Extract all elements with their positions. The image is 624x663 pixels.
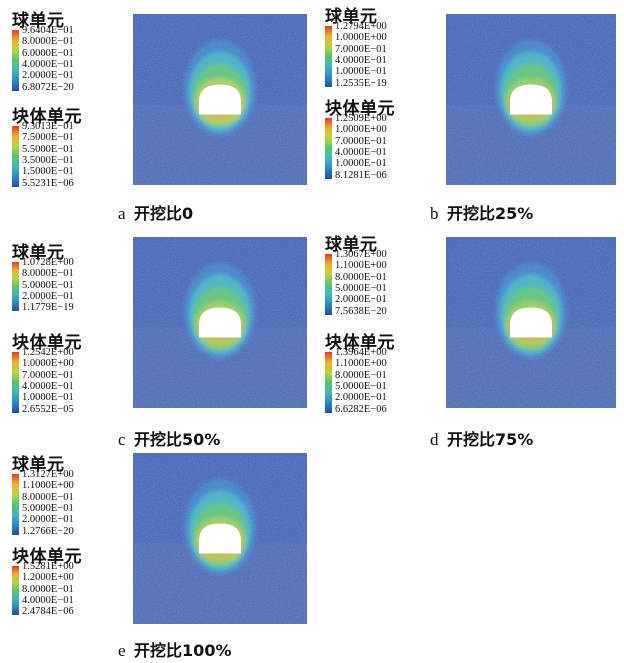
- tunnel-opening: [199, 524, 241, 554]
- colorbar-tick-label: 9.6404E−01: [22, 26, 74, 37]
- colorbar-tick-label: 1.2542E+00: [22, 348, 74, 359]
- colorbar-tick-label: 1.5281E+00: [22, 562, 74, 573]
- colorbar-tick-label: 7.0000E−01: [335, 137, 387, 148]
- caption-title: 开挖比50%: [134, 430, 220, 449]
- tunnel-opening: [510, 308, 552, 338]
- panel-caption: b 开挖比25%: [430, 200, 533, 224]
- contour-plot: [133, 237, 307, 408]
- tunnel-opening: [199, 85, 241, 115]
- caption-letter: c: [118, 430, 126, 449]
- colorbar-tick-label: 1.2535E−19: [335, 79, 387, 90]
- colorbar-tick-label: 1.0000E+00: [335, 33, 387, 44]
- panel-caption: a 开挖比0: [118, 200, 193, 224]
- colorbar-tick-label: 1.3964E+00: [335, 348, 387, 359]
- colorbar-tick-label: 8.0000E−01: [22, 585, 74, 596]
- colorbar-tick-label: 1.2000E+00: [22, 573, 74, 584]
- colorbar: [12, 474, 19, 535]
- colorbar-tick-label: 2.0000E−01: [335, 393, 387, 404]
- colorbar: [12, 566, 19, 615]
- caption-letter: d: [430, 430, 439, 449]
- colorbar: [325, 254, 332, 315]
- colorbar-tick-label: 2.0000E−01: [22, 515, 74, 526]
- colorbar-tick-label: 4.0000E−01: [335, 148, 387, 159]
- contour-plot: [446, 237, 616, 408]
- colorbar-tick-label: 1.1779E−19: [22, 303, 74, 314]
- colorbar-tick-label: 8.0000E−01: [335, 273, 387, 284]
- colorbar-tick-label: 7.5638E−20: [335, 307, 387, 318]
- colorbar-tick-label: 8.1281E−06: [335, 171, 387, 182]
- colorbar-tick-label: 4.0000E−01: [22, 60, 74, 71]
- caption-title: 开挖比75%: [447, 430, 533, 449]
- colorbar: [325, 118, 332, 179]
- contour-plot: [446, 14, 616, 185]
- colorbar-tick-label: 1.2766E−20: [22, 527, 74, 538]
- colorbar: [12, 30, 19, 91]
- caption-title: 开挖比100%: [134, 641, 231, 660]
- colorbar-tick-label: 7.5000E−01: [22, 133, 74, 144]
- colorbar-tick-label: 7.0000E−01: [22, 371, 74, 382]
- colorbar-tick-label: 2.6552E−05: [22, 405, 74, 416]
- colorbar-tick-label: 3.5000E−01: [22, 156, 74, 167]
- colorbar-tick-label: 8.0000E−01: [22, 37, 74, 48]
- colorbar-tick-label: 1.3067E+00: [335, 250, 387, 261]
- colorbar: [12, 352, 19, 413]
- colorbar-tick-label: 1.0728E+00: [22, 258, 74, 269]
- colorbar-tick-label: 2.0000E−01: [22, 292, 74, 303]
- colorbar-tick-label: 8.0000E−01: [22, 493, 74, 504]
- caption-letter: b: [430, 204, 439, 223]
- caption-title: 开挖比0: [134, 204, 193, 223]
- colorbar-tick-label: 1.0000E+00: [22, 359, 74, 370]
- caption-title: 开挖比25%: [447, 204, 533, 223]
- colorbar-tick-label: 5.0000E−01: [335, 284, 387, 295]
- colorbar-tick-label: 2.4784E−06: [22, 607, 74, 618]
- colorbar-tick-label: 8.0000E−01: [22, 269, 74, 280]
- colorbar-tick-label: 1.0000E+00: [335, 125, 387, 136]
- colorbar-tick-label: 5.0000E−01: [335, 382, 387, 393]
- colorbar-tick-label: 1.1000E+00: [335, 359, 387, 370]
- caption-letter: e: [118, 641, 126, 660]
- colorbar-tick-label: 1.0000E−01: [335, 67, 387, 78]
- colorbar-tick-label: 1.1000E+00: [22, 481, 74, 492]
- colorbar: [12, 262, 19, 311]
- tunnel-opening: [199, 308, 241, 338]
- colorbar-tick-label: 1.0000E−01: [22, 393, 74, 404]
- colorbar-tick-label: 6.0000E−01: [22, 49, 74, 60]
- colorbar-tick-label: 7.0000E−01: [335, 45, 387, 56]
- colorbar-tick-label: 1.5000E−01: [22, 167, 74, 178]
- colorbar-tick-label: 1.0000E−01: [335, 159, 387, 170]
- colorbar-tick-label: 8.0000E−01: [335, 371, 387, 382]
- colorbar-tick-label: 4.0000E−01: [22, 596, 74, 607]
- colorbar-tick-label: 2.0000E−01: [335, 295, 387, 306]
- colorbar-tick-label: 5.5231E−06: [22, 179, 74, 190]
- contour-plot: [133, 453, 307, 624]
- colorbar-tick-label: 1.2794E+00: [335, 22, 387, 33]
- colorbar-tick-label: 6.6282E−06: [335, 405, 387, 416]
- colorbar: [325, 352, 332, 413]
- panel-caption: c 开挖比50%: [118, 426, 220, 450]
- caption-letter: a: [118, 204, 126, 223]
- colorbar-tick-label: 1.2509E+00: [335, 114, 387, 125]
- colorbar-tick-label: 4.0000E−01: [335, 56, 387, 67]
- tunnel-opening: [510, 85, 552, 115]
- colorbar-tick-label: 5.5000E−01: [22, 145, 74, 156]
- colorbar-tick-label: 9.3013E−01: [22, 122, 74, 133]
- colorbar-tick-label: 6.8072E−20: [22, 83, 74, 94]
- colorbar-tick-label: 4.0000E−01: [22, 382, 74, 393]
- panel-caption: e 开挖比100%: [118, 637, 231, 661]
- colorbar-tick-label: 1.3127E+00: [22, 470, 74, 481]
- contour-plot: [133, 14, 307, 185]
- panel-caption: d 开挖比75%: [430, 426, 533, 450]
- colorbar-tick-label: 1.1000E+00: [335, 261, 387, 272]
- colorbar-tick-label: 5.0000E−01: [22, 281, 74, 292]
- colorbar: [325, 26, 332, 87]
- colorbar-tick-label: 2.0000E−01: [22, 71, 74, 82]
- colorbar-tick-label: 5.0000E−01: [22, 504, 74, 515]
- colorbar: [12, 126, 19, 187]
